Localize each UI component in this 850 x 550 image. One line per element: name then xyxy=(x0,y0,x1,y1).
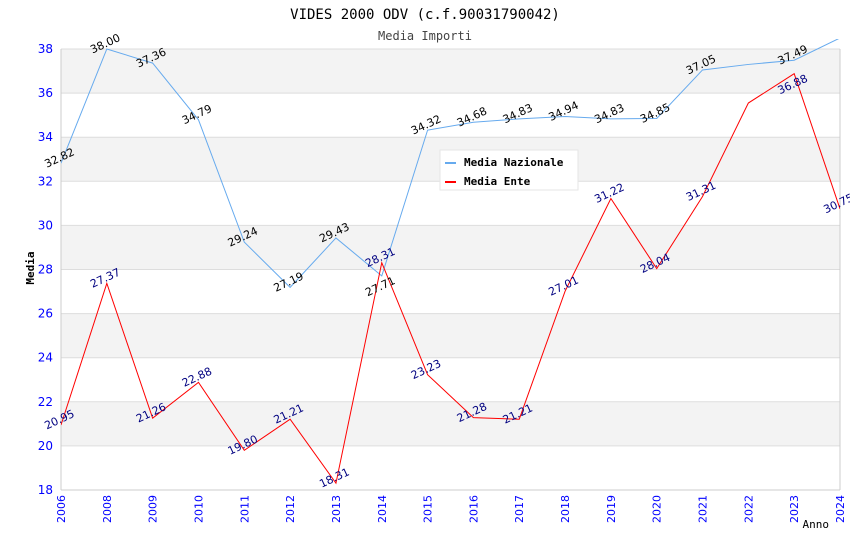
y-tick-label: 24 xyxy=(38,351,53,365)
legend-box xyxy=(439,149,579,191)
x-tick-label: 2020 xyxy=(651,495,664,523)
x-tick-label: 2018 xyxy=(559,495,572,523)
y-tick-label: 18 xyxy=(38,483,53,497)
x-tick-label: 2021 xyxy=(697,495,710,523)
x-tick-label: 2016 xyxy=(467,495,480,523)
x-tick-label: 2013 xyxy=(330,495,343,523)
y-tick-label: 22 xyxy=(38,395,53,409)
y-tick-label: 20 xyxy=(38,439,53,453)
y-tick-label: 36 xyxy=(38,86,53,100)
chart-subtitle: Media Importi xyxy=(378,29,472,43)
x-tick-label: 2017 xyxy=(513,495,526,523)
x-tick-label: 2009 xyxy=(147,495,160,523)
y-axis-label: Media xyxy=(24,251,37,284)
x-tick-label: 2023 xyxy=(788,495,801,523)
x-tick-label: 2019 xyxy=(605,495,618,523)
grid-band xyxy=(61,313,840,358)
x-tick-label: 2006 xyxy=(55,495,68,523)
grid-band xyxy=(61,269,840,314)
legend-entry: Media Ente xyxy=(464,175,531,188)
grid-band xyxy=(61,357,840,402)
y-tick-label: 28 xyxy=(38,263,53,277)
x-axis-label: Anno xyxy=(803,518,830,531)
y-tick-label: 34 xyxy=(38,130,53,144)
legend: Media Nazionale Media Ente xyxy=(439,149,579,191)
x-tick-label: 2024 xyxy=(834,495,847,523)
y-tick-label: 30 xyxy=(38,218,53,232)
y-tick-label: 26 xyxy=(38,307,53,321)
grid-band xyxy=(61,225,840,270)
x-tick-label: 2010 xyxy=(192,495,205,523)
grid-band xyxy=(61,93,840,138)
grid-band xyxy=(61,445,840,490)
y-tick-label: 32 xyxy=(38,174,53,188)
x-tick-label: 2008 xyxy=(101,495,114,523)
grid-band xyxy=(61,401,840,446)
legend-entry: Media Nazionale xyxy=(464,156,564,169)
x-tick-label: 2012 xyxy=(284,495,297,523)
y-tick-label: 38 xyxy=(38,42,53,56)
chart-title: VIDES 2000 ODV (c.f.90031790042) xyxy=(290,7,560,23)
series-line-nazionale xyxy=(61,39,840,289)
series-line-ente xyxy=(61,72,840,485)
x-tick-label: 2011 xyxy=(238,495,251,523)
grid-band xyxy=(61,49,840,94)
x-tick-label: 2014 xyxy=(376,495,389,523)
x-tick-label: 2015 xyxy=(422,495,435,523)
x-tick-label: 2022 xyxy=(742,495,755,523)
